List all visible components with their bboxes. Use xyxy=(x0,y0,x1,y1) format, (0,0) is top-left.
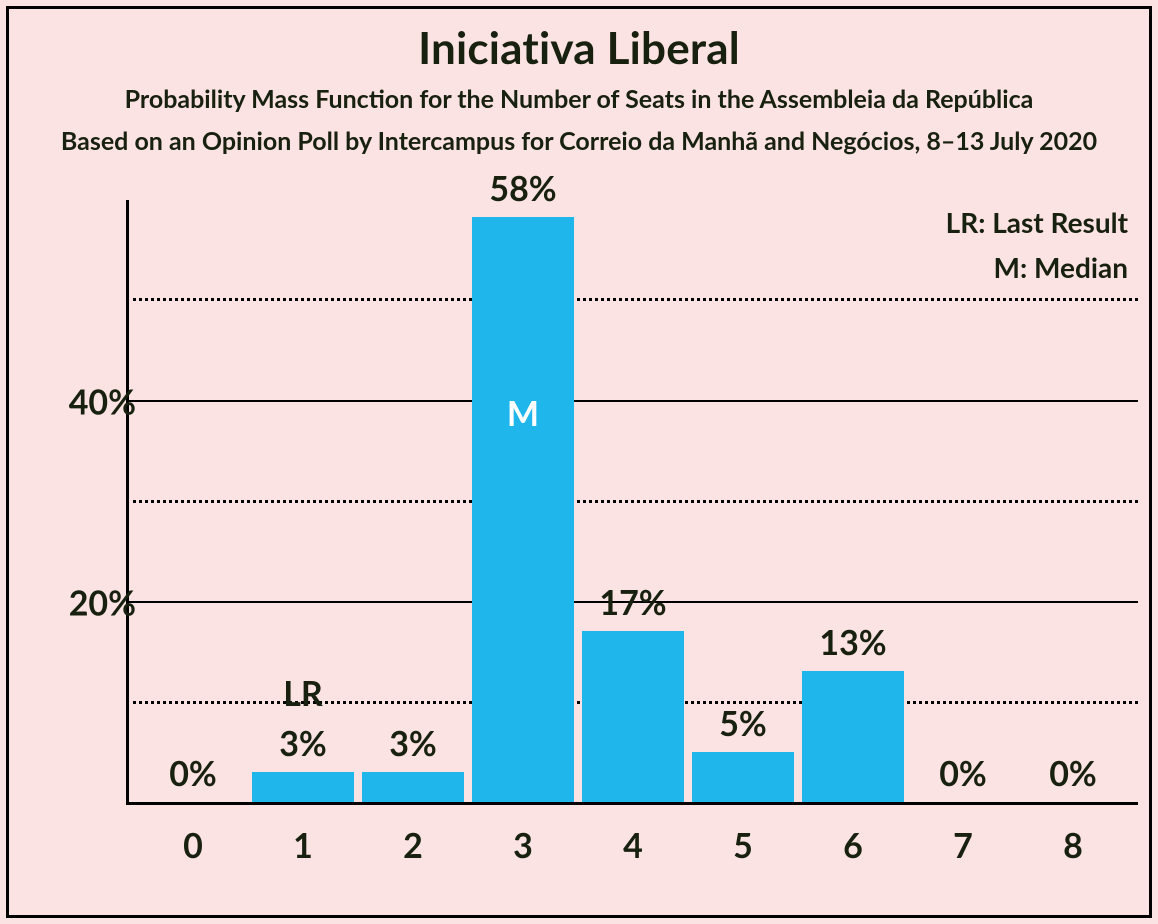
bar-value-label: 0% xyxy=(169,753,217,794)
bar xyxy=(802,671,903,802)
bar-value-label: 0% xyxy=(939,753,987,794)
title-subtitle-1: Probability Mass Function for the Number… xyxy=(0,84,1158,114)
bars-group: 0%3%LR3%M58%17%5%13%0%0% xyxy=(126,200,1138,802)
x-tick-label: 8 xyxy=(1063,825,1083,866)
x-tick-label: 6 xyxy=(843,825,863,866)
y-axis xyxy=(126,200,129,805)
bar xyxy=(252,772,353,802)
bar xyxy=(362,772,463,802)
lr-marker: LR xyxy=(283,673,323,714)
title-main: Iniciativa Liberal xyxy=(0,22,1158,74)
bar xyxy=(692,752,793,802)
x-tick-label: 7 xyxy=(953,825,973,866)
bar-value-label: 3% xyxy=(389,723,437,764)
x-tick-label: 5 xyxy=(733,825,753,866)
x-tick-label: 0 xyxy=(183,825,203,866)
chart-container: © 2021 Filip van Laenen Iniciativa Liber… xyxy=(0,0,1158,924)
bar-value-label: 17% xyxy=(599,582,666,623)
x-tick-label: 4 xyxy=(623,825,643,866)
x-tick-label: 3 xyxy=(513,825,533,866)
titles-block: Iniciativa Liberal Probability Mass Func… xyxy=(0,22,1158,156)
plot-area: LR: Last Result M: Median 0%3%LR3%M58%17… xyxy=(126,200,1138,805)
bar-value-label: 3% xyxy=(279,723,327,764)
bar-value-label: 58% xyxy=(489,168,556,209)
median-marker: M xyxy=(507,393,539,434)
bar-value-label: 13% xyxy=(819,622,886,663)
bar: M xyxy=(472,217,573,802)
x-tick-label: 1 xyxy=(293,825,313,866)
bar-value-label: 0% xyxy=(1049,753,1097,794)
bar xyxy=(582,631,683,802)
title-subtitle-2: Based on an Opinion Poll by Intercampus … xyxy=(0,126,1158,156)
bar-value-label: 5% xyxy=(719,703,767,744)
y-tick-label: 40% xyxy=(26,381,136,422)
x-axis xyxy=(126,802,1138,805)
x-tick-label: 2 xyxy=(403,825,423,866)
y-tick-label: 20% xyxy=(26,583,136,624)
